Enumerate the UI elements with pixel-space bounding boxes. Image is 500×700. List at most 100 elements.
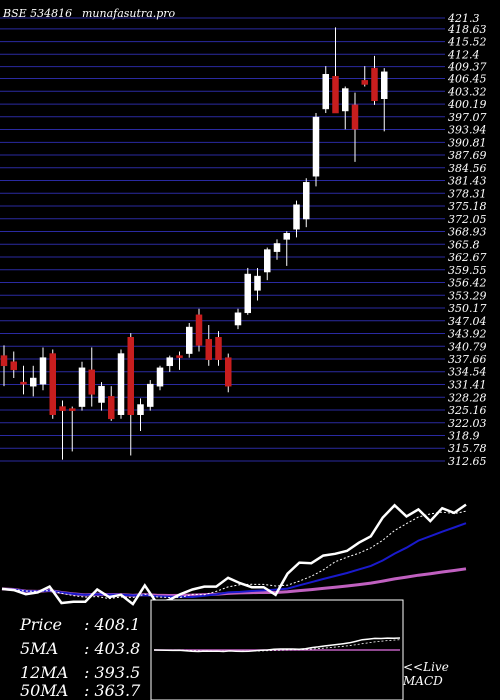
candle-body — [176, 355, 183, 358]
candle-body — [234, 312, 242, 326]
candle — [156, 365, 164, 391]
candle — [371, 55, 378, 105]
candle — [69, 406, 76, 452]
y-tick-label: 365.8 — [448, 238, 480, 251]
y-tick-label: 315.78 — [448, 442, 487, 455]
candle-body — [30, 377, 37, 387]
candle — [283, 231, 290, 266]
y-tick-label: 412.4 — [447, 48, 480, 61]
candle-body — [186, 326, 193, 354]
y-tick-label: 378.31 — [448, 187, 487, 200]
candle-body — [147, 383, 154, 407]
live-macd-link[interactable]: <<Live — [403, 660, 449, 674]
y-tick-label: 362.67 — [448, 251, 487, 264]
price-line — [1, 503, 467, 606]
y-tick-label: 325.16 — [448, 404, 487, 417]
candle-body — [39, 357, 47, 385]
candle — [30, 365, 37, 397]
y-tick-label: 347.04 — [448, 315, 487, 328]
candle-body — [254, 275, 261, 291]
candle-body — [273, 243, 281, 252]
ma12-label: 12MA — [20, 663, 68, 682]
candle — [195, 308, 203, 352]
candle — [39, 347, 47, 391]
candle-body — [88, 369, 95, 395]
candle — [225, 353, 232, 393]
y-tick-label: 343.92 — [448, 328, 487, 341]
candle — [20, 365, 27, 395]
y-tick-label: 390.81 — [448, 136, 487, 149]
candle — [293, 200, 300, 238]
y-tick-label: 318.9 — [448, 430, 480, 443]
candle-body — [98, 385, 105, 403]
candle — [117, 349, 125, 419]
candle — [351, 92, 359, 162]
y-tick-label: 397.07 — [448, 111, 487, 124]
candle-body — [381, 71, 388, 99]
candle — [342, 86, 349, 130]
y-tick-label: 368.93 — [448, 226, 487, 239]
y-tick-label: 381.43 — [448, 175, 487, 188]
candle — [78, 361, 86, 411]
candle — [234, 308, 242, 330]
candle — [137, 398, 144, 432]
ma50-label: 50MA — [20, 681, 68, 700]
y-tick-label: 375.18 — [448, 200, 487, 213]
ticker-label: BSE 534816 — [2, 7, 72, 20]
candle — [254, 267, 261, 301]
candle-body — [303, 182, 310, 220]
price-grid — [0, 17, 445, 462]
y-tick-label: 415.52 — [447, 36, 487, 49]
y-tick-label: 331.41 — [448, 379, 487, 392]
y-tick-label: 403.32 — [447, 85, 487, 98]
price-axis-ticks: 421.3418.63415.52412.4409.37406.45403.32… — [447, 12, 487, 468]
y-tick-label: 322.03 — [448, 417, 487, 430]
y-tick-label: 337.66 — [448, 353, 487, 366]
candle — [322, 66, 329, 114]
y-tick-label: 384.56 — [448, 162, 487, 175]
macd-label: MACD — [402, 674, 443, 688]
candle-body — [49, 353, 56, 415]
candle — [166, 355, 173, 372]
candle — [49, 349, 56, 419]
candle-body — [10, 361, 17, 371]
candle-body — [156, 367, 164, 387]
candle-body — [283, 233, 290, 240]
candles — [0, 27, 388, 460]
candle-body — [117, 353, 125, 415]
y-tick-label: 356.42 — [448, 277, 487, 290]
candle-body — [108, 396, 115, 420]
candle-body — [312, 116, 320, 177]
y-tick-label: 359.55 — [448, 264, 487, 277]
y-tick-label: 409.37 — [447, 61, 487, 74]
candle — [10, 351, 17, 379]
price-label: Price — [19, 615, 62, 634]
candle — [381, 68, 388, 132]
y-tick-label: 421.3 — [447, 12, 480, 25]
candle-body — [225, 357, 232, 387]
candle — [98, 382, 105, 411]
y-tick-label: 350.17 — [448, 302, 487, 315]
candle — [59, 400, 66, 460]
price-value: : 408.1 — [84, 615, 140, 634]
candle-body — [205, 339, 212, 360]
candle-body — [59, 406, 66, 411]
candle — [332, 27, 339, 114]
y-tick-label: 334.54 — [448, 366, 487, 379]
candle — [312, 113, 320, 187]
y-tick-label: 328.28 — [448, 391, 487, 404]
candle-body — [127, 337, 134, 415]
candle — [88, 347, 95, 407]
candle — [108, 386, 115, 421]
candle — [215, 331, 222, 366]
candle-body — [293, 204, 300, 230]
candle — [273, 239, 281, 260]
candle — [176, 351, 183, 370]
candle — [147, 380, 154, 411]
candle-body — [264, 249, 271, 273]
candle-body — [361, 80, 368, 85]
ma12-value: : 393.5 — [84, 663, 140, 682]
candle — [244, 267, 251, 315]
macd-signal-line — [154, 639, 401, 652]
candle-body — [351, 104, 359, 130]
